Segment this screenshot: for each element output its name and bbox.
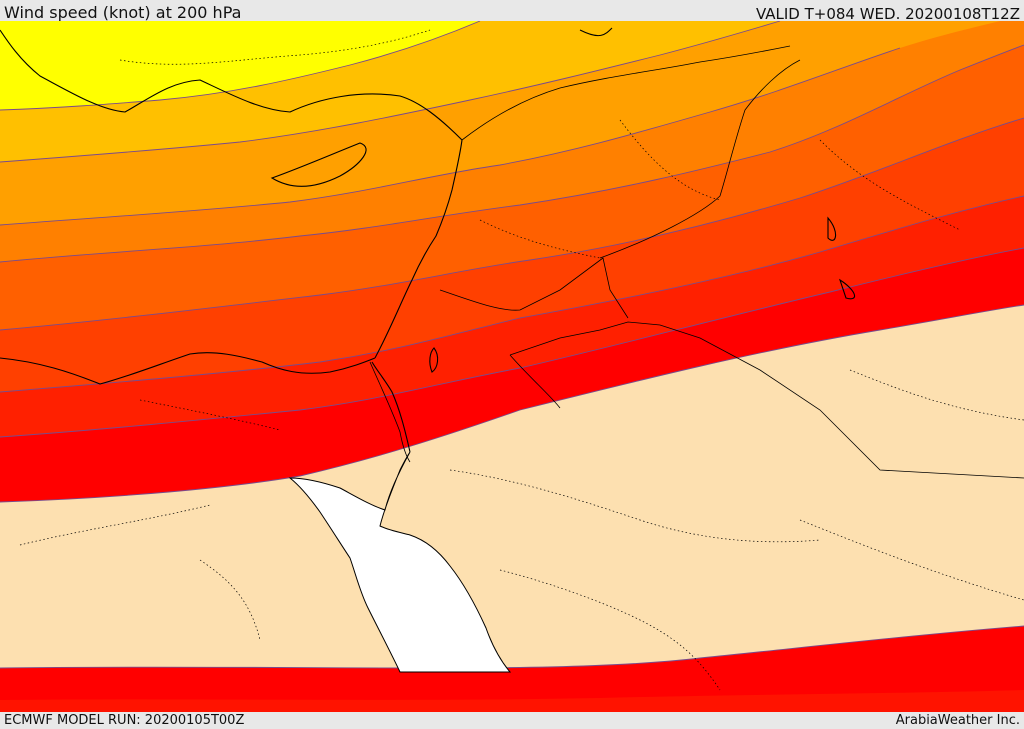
province-line xyxy=(499,569,721,691)
province-line xyxy=(449,469,821,543)
border-line xyxy=(439,257,629,319)
contour-line xyxy=(0,247,1024,438)
province-line xyxy=(19,504,211,546)
coastline-levant xyxy=(374,139,463,359)
border-line xyxy=(509,354,561,409)
province-line xyxy=(139,399,281,431)
contour-line xyxy=(0,21,781,163)
contour-line xyxy=(0,21,481,111)
border-line xyxy=(461,45,791,141)
border-line xyxy=(369,361,411,463)
wind-band-south-red xyxy=(0,626,1024,712)
province-line xyxy=(799,519,1024,601)
header-bar xyxy=(0,0,1024,21)
red-sea xyxy=(288,451,512,673)
contour-line xyxy=(0,625,1024,669)
contour-line xyxy=(0,304,1024,503)
dead-sea xyxy=(429,347,439,373)
province-line xyxy=(119,29,431,65)
coastline-turkey xyxy=(0,29,463,141)
footer-bar xyxy=(0,712,1024,729)
coastline-sinai-aqaba xyxy=(371,361,411,453)
province-line xyxy=(819,139,961,231)
province-line xyxy=(479,219,601,259)
contour-line xyxy=(0,195,1024,393)
province-line xyxy=(619,119,721,201)
coastline-caspian xyxy=(579,27,613,37)
coastline-cyprus xyxy=(270,142,367,187)
wind-band-south-scarlet xyxy=(0,690,1024,712)
border-line xyxy=(509,321,1024,479)
map-title: Wind speed (knot) at 200 hPa xyxy=(4,3,242,22)
model-run: ECMWF MODEL RUN: 20200105T00Z xyxy=(4,713,245,728)
wind-band-yellow xyxy=(0,21,480,110)
contour-line xyxy=(0,44,1024,263)
contour-line xyxy=(0,117,1024,331)
valid-time: VALID T+084 WED. 20200108T12Z xyxy=(755,5,1020,23)
credit: ArabiaWeather Inc. xyxy=(895,713,1020,728)
coastline-egypt xyxy=(0,352,376,385)
border-line xyxy=(599,59,801,259)
wind-map xyxy=(0,21,1024,712)
contour-line xyxy=(0,47,901,226)
persian-gulf-islands xyxy=(827,216,856,300)
